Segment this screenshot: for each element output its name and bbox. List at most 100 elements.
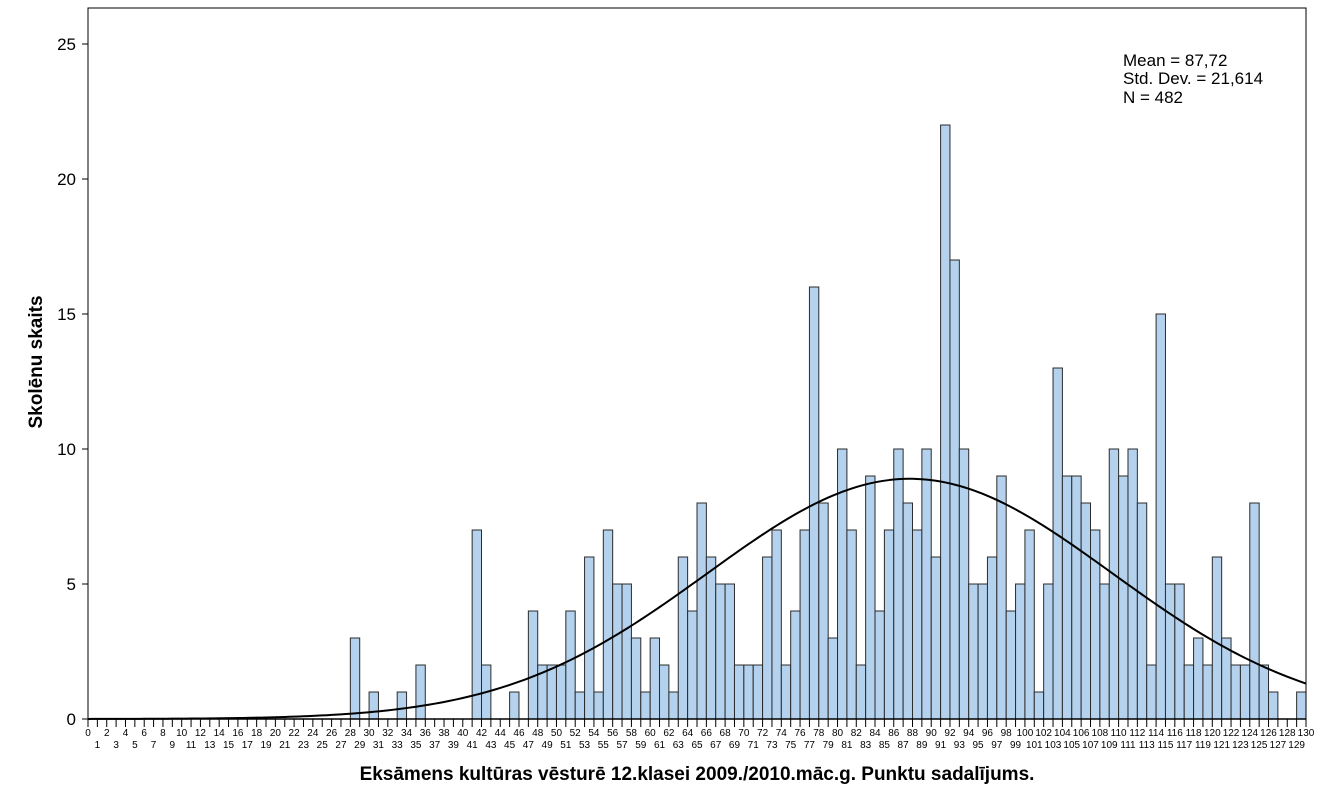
bar-73 <box>771 529 782 720</box>
bar-47 <box>527 610 539 720</box>
bar-68 <box>724 583 735 720</box>
x-tick-label: 85 <box>879 740 891 751</box>
x-tick-label: 14 <box>214 728 226 739</box>
x-tick-label: 125 <box>1251 740 1268 751</box>
bar-129 <box>1296 691 1307 720</box>
x-tick-label: 39 <box>448 740 460 751</box>
x-tick-label: 74 <box>776 728 788 739</box>
bar-106 <box>1080 502 1092 720</box>
bar-74 <box>780 664 792 720</box>
bar-123 <box>1239 664 1251 720</box>
x-tick-label: 112 <box>1129 728 1145 739</box>
x-tick-label: 82 <box>851 728 863 739</box>
x-tick-label: 16 <box>232 728 244 739</box>
bar-87 <box>902 502 913 720</box>
x-tick-label: 91 <box>935 740 947 751</box>
x-tick-label: 29 <box>354 740 366 751</box>
bar-78 <box>818 502 829 720</box>
x-tick-label: 93 <box>954 740 966 751</box>
x-tick-label: 12 <box>195 728 207 739</box>
bar-91 <box>940 124 951 720</box>
x-tick-label: 89 <box>916 740 928 751</box>
bar-125 <box>1258 664 1270 720</box>
x-tick-label: 22 <box>289 728 301 739</box>
bar-80 <box>837 448 848 720</box>
bar-93 <box>958 448 970 720</box>
x-tick-label: 119 <box>1195 740 1211 751</box>
bar-120 <box>1211 556 1223 720</box>
x-tick-label: 37 <box>429 740 441 751</box>
x-tick-label: 23 <box>298 740 310 751</box>
x-tick-label: 31 <box>373 740 385 751</box>
bar-105 <box>1071 475 1082 720</box>
bar-83 <box>865 475 876 720</box>
bar-53 <box>584 556 595 720</box>
x-tick-label: 33 <box>392 740 404 751</box>
bar-33 <box>396 691 408 720</box>
x-tick-label: 98 <box>1001 728 1013 739</box>
y-tick-label: 5 <box>67 575 76 594</box>
bar-96 <box>986 556 998 720</box>
x-tick-label: 129 <box>1288 740 1305 751</box>
bar-65 <box>696 502 707 720</box>
x-tick-label: 78 <box>813 728 825 739</box>
x-tick-label: 44 <box>495 728 507 739</box>
x-tick-label: 63 <box>673 740 685 751</box>
x-tick-label: 25 <box>317 740 329 751</box>
x-tick-label: 123 <box>1232 740 1249 751</box>
bar-118 <box>1193 637 1204 720</box>
x-tick-label: 2 <box>104 728 110 739</box>
stat-std: Std. Dev. = 21,614 <box>1123 69 1263 88</box>
x-tick-label: 10 <box>176 728 188 739</box>
bar-109 <box>1108 448 1120 720</box>
bar-110 <box>1118 475 1129 720</box>
x-tick-label: 70 <box>738 728 750 739</box>
bar-52 <box>574 691 586 720</box>
x-tick-label: 73 <box>766 740 778 751</box>
x-tick-label: 43 <box>485 740 497 751</box>
stat-mean: Mean = 87,72 <box>1123 51 1227 70</box>
x-tick-label: 72 <box>757 728 769 739</box>
bar-114 <box>1155 313 1166 720</box>
bar-71 <box>752 664 764 720</box>
bar-90 <box>930 556 942 720</box>
x-tick-label: 20 <box>270 728 282 739</box>
x-tick-label: 95 <box>973 740 985 751</box>
y-tick-label: 10 <box>57 440 76 459</box>
bar-59 <box>640 691 651 720</box>
x-tick-label: 101 <box>1026 740 1043 751</box>
x-tick-label: 27 <box>335 740 347 751</box>
x-tick-label: 45 <box>504 740 516 751</box>
x-tick-label: 128 <box>1279 728 1296 739</box>
x-tick-label: 4 <box>123 728 129 739</box>
x-tick-label: 100 <box>1017 728 1034 739</box>
x-tick-label: 114 <box>1148 728 1164 739</box>
x-tick-label: 117 <box>1176 740 1192 751</box>
bar-126 <box>1268 691 1279 720</box>
bar-70 <box>743 664 754 720</box>
bar-51 <box>565 610 576 720</box>
bar-30 <box>368 691 379 720</box>
bar-95 <box>977 583 988 720</box>
x-tick-label: 42 <box>476 728 488 739</box>
x-tick-label: 107 <box>1082 740 1099 751</box>
x-tick-label: 104 <box>1054 728 1071 739</box>
bar-50 <box>555 664 567 720</box>
bar-97 <box>996 475 1007 720</box>
bar-54 <box>593 691 604 720</box>
x-tick-label: 118 <box>1186 728 1202 739</box>
x-tick-label: 1 <box>95 740 101 751</box>
bar-89 <box>921 448 932 720</box>
x-tick-label: 110 <box>1111 728 1127 739</box>
x-tick-label: 53 <box>579 740 591 751</box>
bar-76 <box>799 529 810 720</box>
bar-103 <box>1052 367 1063 720</box>
x-tick-label: 21 <box>279 740 291 751</box>
bar-67 <box>715 583 726 720</box>
x-tick-label: 124 <box>1241 728 1258 739</box>
stat-n: N = 482 <box>1123 88 1183 107</box>
x-tick-label: 69 <box>729 740 741 751</box>
bar-41 <box>471 529 483 720</box>
bar-122 <box>1230 664 1241 720</box>
x-tick-label: 62 <box>663 728 675 739</box>
